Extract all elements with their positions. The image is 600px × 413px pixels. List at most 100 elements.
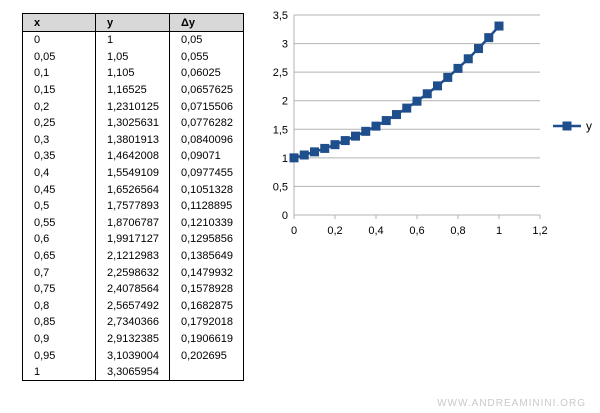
line-chart: 0 0,5 1 1,5 2 2,5 3 3,5 0 0,2 0,4 0,6 0,8 1 1,2 y xyxy=(273,10,592,237)
data-point xyxy=(463,54,473,64)
x-tick-labels: 0 0,2 0,4 0,6 0,8 1 1,2 xyxy=(291,225,548,237)
cell-delta-y: 0,1051328 xyxy=(169,181,244,198)
cell-y: 2,7340366 xyxy=(95,314,170,331)
cell-x: 1 xyxy=(22,363,96,382)
table-body: 0 1 0,05 0,05 1,05 0,055 0,1 1,105 0,06025 0,15 1,… xyxy=(22,31,244,382)
cell-delta-y: 0,055 xyxy=(169,48,244,66)
cell-y: 3,3065954 xyxy=(95,363,170,382)
table-row: 0,8 2,5657492 0,1682875 xyxy=(22,297,244,315)
cell-delta-y: 0,06025 xyxy=(169,65,244,82)
y-tick-label: 0,5 xyxy=(273,181,288,193)
cell-x: 0,2 xyxy=(22,98,96,115)
data-point xyxy=(474,44,483,54)
cell-y: 1,105 xyxy=(95,65,170,82)
table-row: 0,7 2,2598632 0,1479932 xyxy=(22,264,244,281)
y-tick-label: 2,5 xyxy=(273,67,288,79)
legend-label: y xyxy=(586,119,592,133)
table-row: 0,65 2,1212983 0,1385649 xyxy=(22,247,244,265)
cell-delta-y: 0,0776282 xyxy=(169,114,244,132)
data-point xyxy=(351,131,360,141)
table-row: 0,95 3,1039004 0,202695 xyxy=(22,347,244,364)
cell-x: 0,65 xyxy=(22,247,96,265)
table-row: 0,1 1,105 0,06025 xyxy=(22,65,244,82)
table-row: 0,75 2,4078564 0,1578928 xyxy=(22,280,244,298)
cell-x: 0,6 xyxy=(22,231,96,248)
table-row: 0,6 1,9917127 0,1295856 xyxy=(22,231,244,248)
y-tick-label: 1 xyxy=(282,153,288,165)
table-row: 0,45 1,6526564 0,1051328 xyxy=(22,181,244,198)
table-row: 0 1 0,05 xyxy=(22,31,244,49)
cell-y: 1,7577893 xyxy=(95,197,170,215)
y-tick-labels: 0 0,5 1 1,5 2 2,5 3 3,5 xyxy=(273,10,288,222)
x-tick-label: 1,2 xyxy=(532,225,547,237)
y-tick-label: 0 xyxy=(282,210,288,222)
cell-y: 1,5549109 xyxy=(95,164,170,182)
table-row: 0,5 1,7577893 0,1128895 xyxy=(22,197,244,215)
data-point xyxy=(310,147,319,157)
cell-y: 1,05 xyxy=(95,48,170,66)
cell-delta-y xyxy=(169,363,244,382)
cell-delta-y: 0,0657625 xyxy=(169,81,244,99)
cell-delta-y: 0,05 xyxy=(169,31,244,49)
data-point xyxy=(484,33,494,43)
cell-delta-y: 0,1906619 xyxy=(169,330,244,348)
series-y xyxy=(289,21,504,163)
y-tick-label: 2 xyxy=(282,96,288,108)
cell-x: 0,3 xyxy=(22,131,96,149)
cell-y: 1,4642008 xyxy=(95,148,170,165)
x-tick-label: 0,8 xyxy=(450,225,465,237)
cell-x: 0,5 xyxy=(22,197,96,215)
header-y: y xyxy=(95,13,170,32)
table-row: 0,4 1,5549109 0,0977455 xyxy=(22,164,244,182)
cell-y: 1,8706787 xyxy=(95,214,170,232)
cell-delta-y: 0,1792018 xyxy=(169,314,244,331)
axes xyxy=(293,15,541,219)
data-point xyxy=(371,121,381,131)
cell-x: 0,55 xyxy=(22,214,96,232)
y-tick-label: 3 xyxy=(282,39,288,51)
cell-y: 1,3025631 xyxy=(95,114,170,132)
cell-x: 0,7 xyxy=(22,264,96,281)
table-row: 0,3 1,3801913 0,0840096 xyxy=(22,131,244,149)
cell-x: 0,75 xyxy=(22,280,96,298)
table-row: 0,05 1,05 0,055 xyxy=(22,48,244,66)
table-row: 0,9 2,9132385 0,1906619 xyxy=(22,330,244,348)
data-point xyxy=(381,116,391,126)
cell-y: 2,4078564 xyxy=(95,280,170,298)
cell-x: 0 xyxy=(22,31,96,49)
cell-x: 0,05 xyxy=(22,48,96,66)
data-point xyxy=(392,110,401,120)
cell-x: 0,35 xyxy=(22,148,96,165)
grid-lines xyxy=(294,14,540,216)
cell-y: 1,9917127 xyxy=(95,231,170,248)
cell-y: 1,16525 xyxy=(95,81,170,99)
data-point xyxy=(289,153,299,163)
cell-x: 0,95 xyxy=(22,347,96,364)
y-tick-label: 3,5 xyxy=(273,10,288,22)
cell-delta-y: 0,0977455 xyxy=(169,164,244,182)
data-point xyxy=(453,63,463,73)
x-tick-label: 0,2 xyxy=(327,225,342,237)
data-point xyxy=(443,72,453,82)
cell-y: 2,2598632 xyxy=(95,264,170,281)
data-point xyxy=(299,150,309,160)
table-row: 0,2 1,2310125 0,0715506 xyxy=(22,98,244,115)
cell-y: 1,3801913 xyxy=(95,131,170,149)
table-header-row: x y Δy xyxy=(22,13,244,32)
x-tick-label: 0,6 xyxy=(409,225,424,237)
cell-y: 3,1039004 xyxy=(95,347,170,364)
cell-y: 1,2310125 xyxy=(95,98,170,115)
data-point xyxy=(330,140,340,150)
cell-delta-y: 0,1295856 xyxy=(169,231,244,248)
cell-delta-y: 0,1385649 xyxy=(169,247,244,265)
table-row: 0,25 1,3025631 0,0776282 xyxy=(22,114,244,132)
table-row: 1 3,3065954 xyxy=(22,363,244,382)
table-row: 0,55 1,8706787 0,1210339 xyxy=(22,214,244,232)
cell-delta-y: 0,1210339 xyxy=(169,214,244,232)
cell-delta-y: 0,1578928 xyxy=(169,280,244,298)
header-delta-y: Δy xyxy=(169,13,244,32)
table-row: 0,35 1,4642008 0,09071 xyxy=(22,148,244,165)
data-point xyxy=(340,136,350,146)
x-tick-label: 1 xyxy=(496,225,502,237)
cell-delta-y: 0,202695 xyxy=(169,347,244,364)
